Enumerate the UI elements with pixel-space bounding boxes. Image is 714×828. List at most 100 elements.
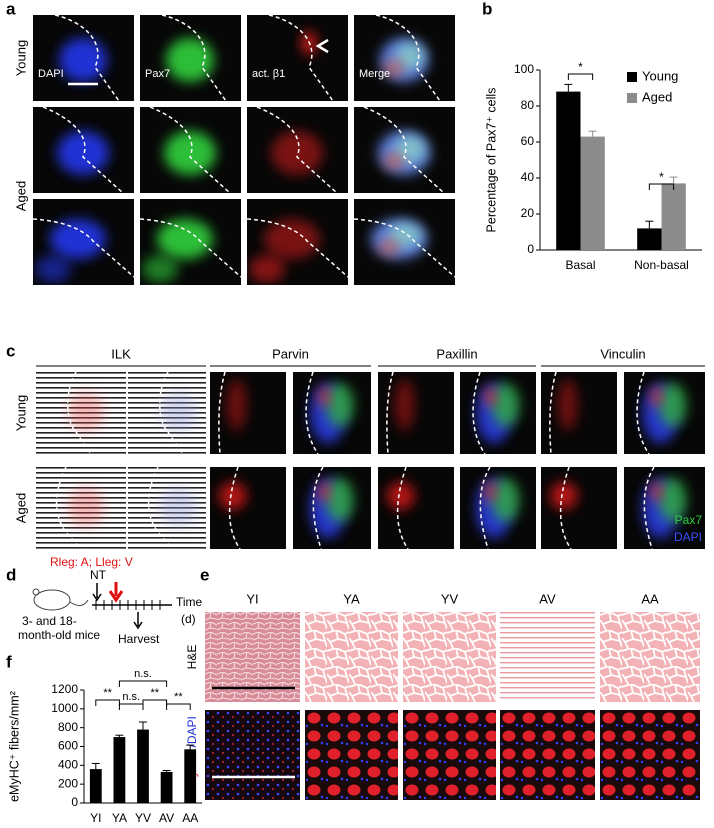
- panel-label: e: [200, 565, 209, 584]
- micrograph: [460, 467, 536, 549]
- panel-label: d: [6, 565, 16, 584]
- legend-label: DAPI: [674, 530, 702, 544]
- image-bg: [541, 467, 617, 549]
- y-tick-label: 20: [521, 206, 535, 220]
- y-tick-label: 0: [527, 242, 534, 256]
- image-bg: [500, 710, 595, 800]
- signal: [160, 392, 196, 432]
- micrograph: [293, 467, 371, 549]
- significance-bracket: [166, 703, 191, 710]
- x-tick-label: Non-basal: [634, 258, 689, 272]
- column-header: AA: [641, 591, 659, 606]
- legend-swatch: [627, 72, 637, 82]
- micrograph: [247, 15, 348, 101]
- signal: [318, 386, 331, 407]
- legend-label: Young: [642, 68, 678, 83]
- micrograph: [403, 612, 496, 702]
- significance-bracket: [567, 73, 594, 80]
- signal: [68, 487, 104, 527]
- signal: [271, 131, 323, 175]
- error-bar: [162, 770, 171, 772]
- signal: [484, 481, 497, 502]
- image-bg: [541, 372, 617, 454]
- y-axis-label: Percentage of Pax7⁺ cells: [484, 88, 498, 233]
- y-axis-label: eMyHC⁺ fibers/mm²: [7, 691, 21, 802]
- bar: [89, 769, 102, 803]
- column-header: Paxillin: [436, 346, 477, 361]
- micrograph: [541, 467, 617, 549]
- error-bar: [91, 762, 100, 770]
- cell-outline: [228, 467, 241, 549]
- micrograph: [354, 15, 455, 101]
- image-bg: [210, 467, 286, 549]
- row-label: Young: [13, 395, 28, 431]
- signal: [384, 60, 404, 76]
- y-tick-label: 80: [521, 98, 535, 112]
- x-tick-label: AV: [159, 811, 174, 825]
- arrow: [92, 583, 102, 602]
- arrow: [108, 582, 124, 603]
- cell-outline: [268, 15, 334, 101]
- cell-outline: [479, 467, 491, 549]
- legend-label: Pax7: [675, 513, 703, 527]
- panel-label: a: [6, 0, 16, 18]
- micrograph: [541, 372, 617, 454]
- row-label: Aged: [13, 181, 28, 211]
- column-header: Vinculin: [600, 346, 645, 361]
- bar: [113, 737, 126, 803]
- micrograph: [210, 372, 286, 454]
- image-label: Merge: [359, 68, 390, 80]
- signal: [484, 386, 497, 407]
- axis-label: Time: [176, 595, 203, 609]
- significance-bracket: [118, 680, 168, 687]
- cell-outline: [386, 372, 394, 454]
- cell-outline: [54, 15, 120, 101]
- signal: [57, 131, 109, 175]
- row-label: Aged: [13, 493, 28, 523]
- signal: [35, 255, 71, 283]
- bar: [137, 729, 149, 803]
- cell-outline: [140, 218, 241, 278]
- micrograph: [210, 467, 286, 549]
- signal: [394, 135, 426, 163]
- arrow: [133, 612, 143, 630]
- row-label: H&E: [185, 645, 199, 670]
- signal: [650, 481, 663, 502]
- image-bg: [600, 710, 700, 800]
- micrograph: [33, 107, 134, 193]
- image-bg: [403, 612, 496, 702]
- image-bg: [378, 372, 454, 454]
- cell-outline: [305, 372, 319, 454]
- x-tick-label: YV: [135, 811, 151, 825]
- signal: [650, 386, 663, 407]
- micrograph: [305, 710, 398, 800]
- signal: [264, 219, 320, 259]
- y-tick-label: 100: [514, 62, 534, 76]
- signal: [157, 219, 213, 259]
- micrograph: [247, 107, 348, 193]
- cell-outline: [55, 467, 82, 549]
- cell-outline: [147, 467, 174, 549]
- micrograph: [600, 612, 700, 702]
- micrograph: [128, 467, 206, 549]
- signal: [557, 378, 578, 431]
- signal: [249, 255, 285, 283]
- image-bg: [378, 467, 454, 549]
- column-header: YA: [343, 591, 360, 606]
- error-bar: [115, 734, 124, 738]
- signal: [59, 38, 107, 82]
- micrograph: [378, 467, 454, 549]
- image-label: act. β1: [252, 68, 285, 80]
- micrograph: [354, 107, 455, 193]
- micrograph: [128, 372, 206, 454]
- error-bar: [186, 744, 195, 750]
- micrograph: [140, 199, 241, 285]
- cell-outline: [636, 372, 650, 454]
- micrograph: [460, 372, 536, 454]
- signal: [226, 378, 247, 431]
- micrograph: [205, 710, 300, 800]
- signal: [491, 477, 520, 522]
- signal: [658, 382, 687, 427]
- micrograph: [624, 467, 705, 549]
